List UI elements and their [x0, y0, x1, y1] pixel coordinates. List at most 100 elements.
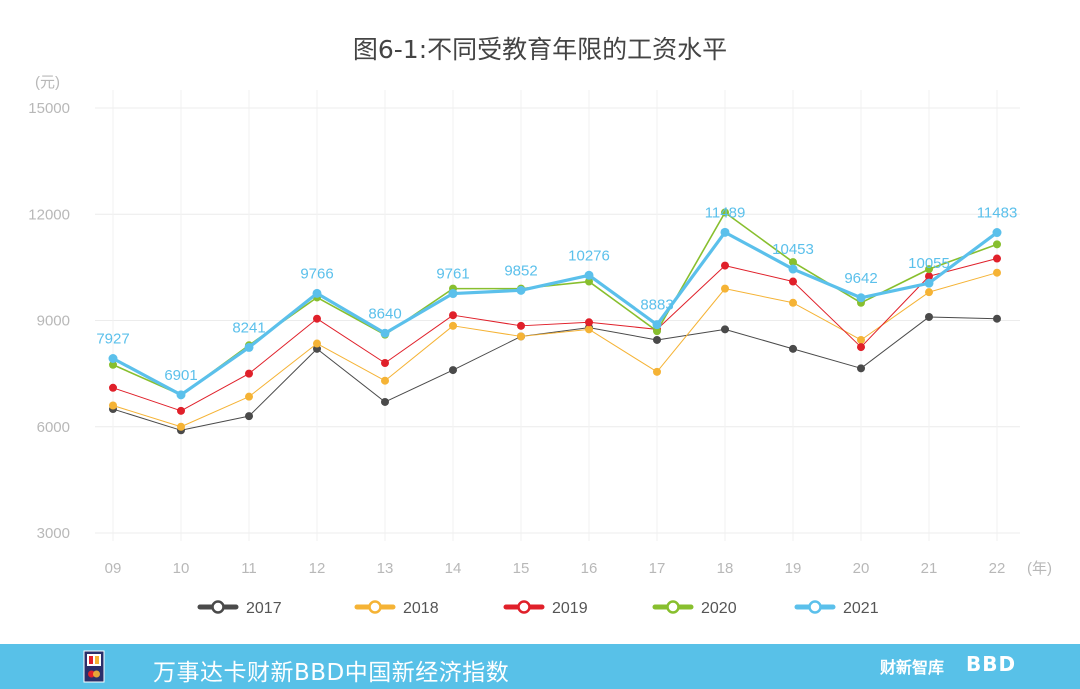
- point-2019: [381, 359, 389, 367]
- point-2021: [312, 288, 322, 298]
- data-label-2021: 9761: [436, 266, 469, 283]
- point-2021: [992, 228, 1002, 238]
- x-tick-label: 19: [785, 560, 802, 577]
- point-2019: [177, 406, 185, 415]
- line-chart: 图6-1:不同受教育年限的工资水平(元)30006000900012000150…: [28, 35, 1052, 617]
- point-2019: [313, 314, 321, 323]
- legend-marker-2017: [211, 600, 225, 614]
- x-tick-label: 15: [513, 560, 530, 577]
- legend-label-2021: 2021: [843, 600, 879, 617]
- point-2020: [925, 265, 933, 274]
- x-tick-label: 13: [377, 560, 394, 577]
- data-label-2021: 11483: [977, 205, 1018, 222]
- point-2020: [653, 327, 661, 336]
- x-tick-label: 10: [173, 560, 190, 577]
- x-tick-label: 09: [105, 560, 122, 577]
- point-2018: [585, 325, 593, 334]
- point-2017: [925, 312, 933, 321]
- point-2021: [108, 354, 118, 364]
- point-2018: [109, 401, 117, 410]
- point-2021: [176, 390, 186, 400]
- chart-title: 图6-1:不同受教育年限的工资水平: [353, 35, 727, 64]
- data-label-2021: 10276: [568, 247, 610, 264]
- point-2018: [313, 339, 321, 348]
- data-label-2021: 8241: [232, 319, 265, 336]
- point-2017: [789, 344, 797, 353]
- footer-banner: 万事达卡财新BBD中国新经济指数 财新智库 BBD: [0, 644, 1080, 689]
- data-label-2021: 10453: [772, 241, 814, 258]
- data-label-2021: 8640: [368, 305, 401, 322]
- x-tick-label: 14: [445, 560, 462, 577]
- point-2019: [109, 383, 117, 392]
- point-2017: [993, 314, 1001, 323]
- data-label-2021: 7927: [96, 331, 129, 348]
- data-label-2021: 9642: [844, 270, 877, 287]
- legend-marker-2021: [808, 600, 822, 614]
- point-2018: [857, 335, 865, 344]
- x-tick-label: 17: [649, 560, 666, 577]
- x-tick-label: 18: [717, 560, 734, 577]
- series-line-2018: [112, 272, 998, 428]
- point-2019: [857, 343, 865, 352]
- point-2017: [721, 325, 729, 334]
- y-axis-unit-label: (元): [35, 74, 60, 91]
- point-2021: [584, 270, 594, 280]
- data-label-2021: 9766: [300, 265, 333, 282]
- y-tick-label: 6000: [37, 419, 70, 436]
- caixin-brand-logo: 财新智库: [880, 658, 945, 677]
- point-2018: [449, 321, 457, 330]
- point-2021: [924, 278, 934, 288]
- point-2018: [653, 367, 661, 376]
- point-2019: [517, 321, 525, 330]
- point-2021: [244, 342, 254, 352]
- point-2019: [585, 318, 593, 327]
- legend-label-2020: 2020: [701, 600, 737, 617]
- point-2019: [925, 272, 933, 281]
- y-tick-label: 15000: [28, 100, 70, 117]
- point-2017: [381, 397, 389, 406]
- legend-label-2019: 2019: [552, 600, 588, 617]
- point-2018: [381, 376, 389, 385]
- point-2019: [789, 277, 797, 286]
- point-2018: [245, 392, 253, 401]
- point-2017: [857, 364, 865, 373]
- x-tick-label: 20: [853, 560, 870, 577]
- point-2017: [653, 335, 661, 344]
- y-tick-label: 9000: [37, 313, 70, 330]
- legend-label-2017: 2017: [246, 600, 282, 617]
- data-label-2021: 8883: [640, 297, 673, 314]
- y-tick-label: 12000: [28, 206, 70, 223]
- point-2018: [721, 284, 729, 293]
- point-2018: [925, 288, 933, 297]
- data-label-2021: 6901: [164, 367, 197, 384]
- point-2018: [789, 298, 797, 307]
- point-2020: [993, 240, 1001, 249]
- data-label-2021: 11489: [705, 204, 746, 221]
- point-2019: [721, 261, 729, 270]
- point-2020: [585, 277, 593, 286]
- x-tick-label: 21: [921, 560, 938, 577]
- legend-label-2018: 2018: [403, 600, 439, 617]
- point-2019: [993, 254, 1001, 263]
- y-tick-label: 3000: [37, 525, 70, 542]
- x-tick-label: 22: [989, 560, 1006, 577]
- series-line-2021: [112, 230, 998, 397]
- point-2018: [177, 422, 185, 431]
- x-tick-label: 16: [581, 560, 598, 577]
- point-2021: [788, 264, 798, 274]
- point-2020: [721, 208, 729, 217]
- data-label-2021: 10055: [908, 255, 950, 272]
- x-tick-label: 12: [309, 560, 326, 577]
- legend-marker-2019: [517, 600, 531, 614]
- point-2018: [993, 268, 1001, 277]
- point-2020: [109, 360, 117, 369]
- point-2021: [516, 285, 526, 295]
- point-2020: [789, 258, 797, 267]
- series-line-2017: [112, 316, 998, 431]
- bbd-brand-logo: BBD: [966, 652, 1017, 676]
- x-tick-label: 11: [241, 560, 257, 577]
- index-logo-icon: [83, 650, 105, 683]
- data-label-2021: 9852: [504, 262, 537, 279]
- point-2021: [380, 328, 390, 338]
